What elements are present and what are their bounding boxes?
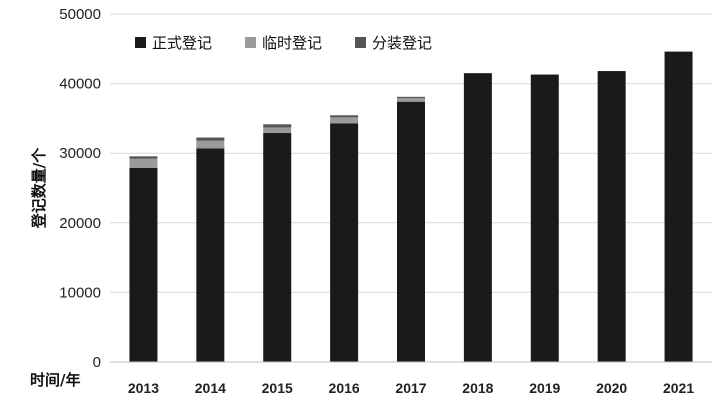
legend-swatch	[245, 37, 256, 48]
y-tick-label: 10000	[59, 284, 101, 301]
bar-segment	[263, 133, 292, 362]
bar-segment	[196, 148, 225, 362]
y-tick-label: 40000	[59, 76, 101, 93]
legend-swatch	[355, 37, 366, 48]
y-tick-label: 20000	[59, 215, 101, 232]
bar-segment	[330, 115, 359, 118]
bar-segment	[263, 127, 292, 134]
x-tick-label: 2021	[663, 380, 694, 396]
bar-segment	[263, 124, 292, 128]
y-axis-label: 登记数量/个	[30, 147, 48, 229]
legend-label: 正式登记	[152, 34, 212, 52]
x-tick-label: 2014	[195, 380, 226, 396]
legend-label: 分装登记	[372, 34, 432, 52]
bar-segment	[129, 156, 158, 159]
y-tick-label: 0	[93, 354, 101, 371]
bar-segment	[129, 167, 158, 362]
legend: 正式登记 临时登记 分装登记	[135, 34, 432, 52]
bar-segment	[196, 137, 225, 141]
legend-label: 临时登记	[262, 34, 322, 52]
y-axis-ticks: 0 10000 20000 30000 40000 50000	[59, 6, 101, 371]
x-tick-label: 2019	[529, 380, 560, 396]
bar-segment	[664, 51, 693, 363]
x-axis-ticks: 2013 2014 2015 2016 2017 2018 2019 2020 2021	[128, 380, 694, 396]
bar-segment	[330, 123, 359, 362]
bar-segment	[397, 101, 425, 363]
bar-segment	[397, 98, 425, 102]
x-tick-label: 2013	[128, 380, 159, 396]
x-tick-label: 2016	[329, 380, 360, 396]
bars	[129, 51, 693, 363]
x-tick-label: 2020	[596, 380, 627, 396]
bar-segment	[330, 117, 359, 124]
x-tick-label: 2015	[262, 380, 293, 396]
bar-segment	[463, 73, 492, 362]
legend-swatch	[135, 37, 146, 48]
y-tick-label: 30000	[59, 145, 101, 162]
bar-segment	[196, 140, 225, 149]
bar-segment	[530, 74, 559, 362]
x-axis-label: 时间/年	[30, 371, 80, 389]
bar-segment	[129, 158, 158, 168]
x-tick-label: 2017	[395, 380, 426, 396]
bar-segment	[397, 96, 425, 99]
bar-segment	[597, 71, 626, 363]
y-tick-label: 50000	[59, 6, 101, 23]
x-tick-label: 2018	[462, 380, 493, 396]
